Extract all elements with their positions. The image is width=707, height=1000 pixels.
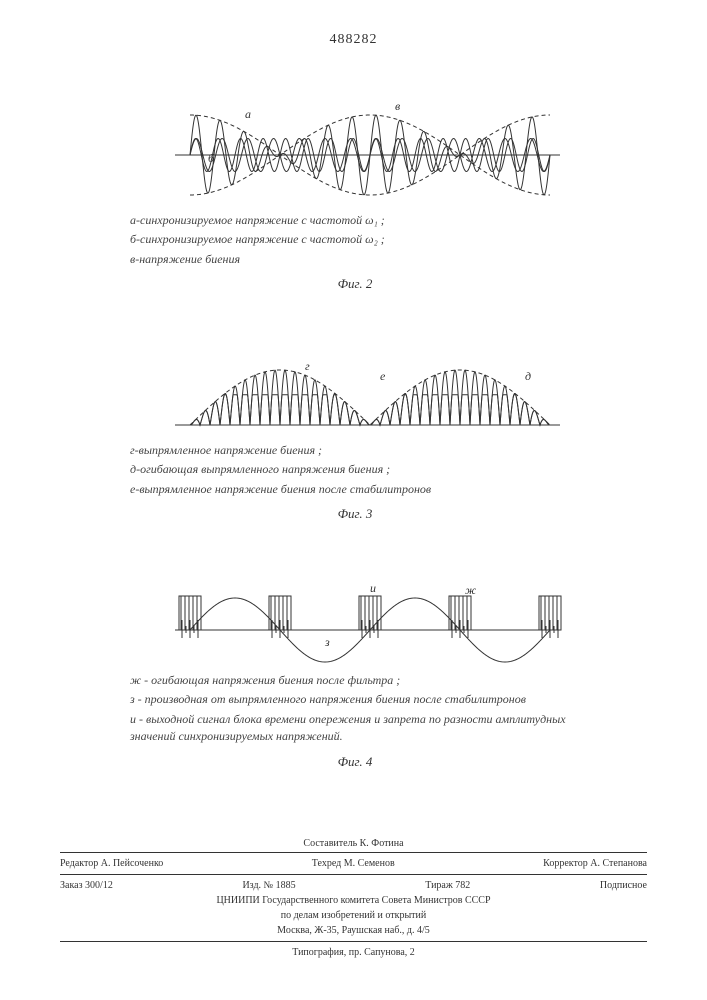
fig2-caption-b: б-синхронизируемое напряжение с частотой… [130,231,580,248]
figure-3-waveform: гед [130,350,570,440]
fig2-caption-a: а-синхронизируемое напряжение с частотой… [130,212,580,229]
fig2-caption-v: в-напряжение биения [130,251,580,268]
techred: Техред М. Семенов [312,858,395,869]
tirazh: Тираж 782 [425,880,470,891]
svg-text:з: з [324,635,330,649]
fig3-caption-g: г-выпрямленное напряжение биения ; [130,442,580,459]
podpisnoe: Подписное [600,880,647,891]
order: Заказ 300/12 [60,880,113,891]
figure-4-waveform: ж и з [130,570,570,670]
svg-text:е: е [380,369,386,383]
figure-4-block: ж и з ж - огибающая напряжения биения посл… [130,570,580,770]
typography-line: Типография, пр. Сапунова, 2 [60,945,647,960]
page-footer: Составитель К. Фотина Редактор А. Пейсоч… [60,838,647,960]
fig4-caption-zh: ж - огибающая напряжения биения после фи… [130,672,580,689]
figure-2-block: а б в а-синхронизируемое напряжение с част… [130,90,580,292]
svg-text:в: в [395,99,400,113]
fig4-caption-z: з - производная от выпрямленного напряже… [130,691,580,708]
fig2-label: Фиг. 2 [130,276,580,292]
figure-3-block: г е д г-выпрямленное напряжение биения ; д… [130,350,580,522]
fig3-label: Фиг. 3 [130,506,580,522]
editor: Редактор А. Пейсоченко [60,858,163,869]
fig4-label: Фиг. 4 [130,754,580,770]
fig4-caption-i: и - выходной сигнал блока времени опереж… [130,711,580,746]
svg-text:и: и [370,581,376,595]
fig3-caption-d: д-огибающая выпрямленного напряжения бие… [130,461,580,478]
corrector: Корректор А. Степанова [543,858,647,869]
figure-2-waveform: а б в [130,90,570,210]
composer-line: Составитель К. Фотина [60,838,647,849]
page-number: 488282 [330,32,378,48]
svg-text:ж: ж [465,583,476,597]
svg-text:а: а [245,107,251,121]
izd: Изд. № 1885 [242,880,295,891]
addr-line: Москва, Ж-35, Раушская наб., д. 4/5 [60,923,647,938]
svg-text:б: б [208,151,215,165]
org-line-2: по делам изобретений и открытий [60,908,647,923]
org-line-1: ЦНИИПИ Государственного комитета Совета … [60,893,647,908]
svg-text:г: г [305,359,310,373]
svg-text:д: д [525,369,531,383]
fig3-caption-e: е-выпрямленное напряжение биения после с… [130,481,580,498]
